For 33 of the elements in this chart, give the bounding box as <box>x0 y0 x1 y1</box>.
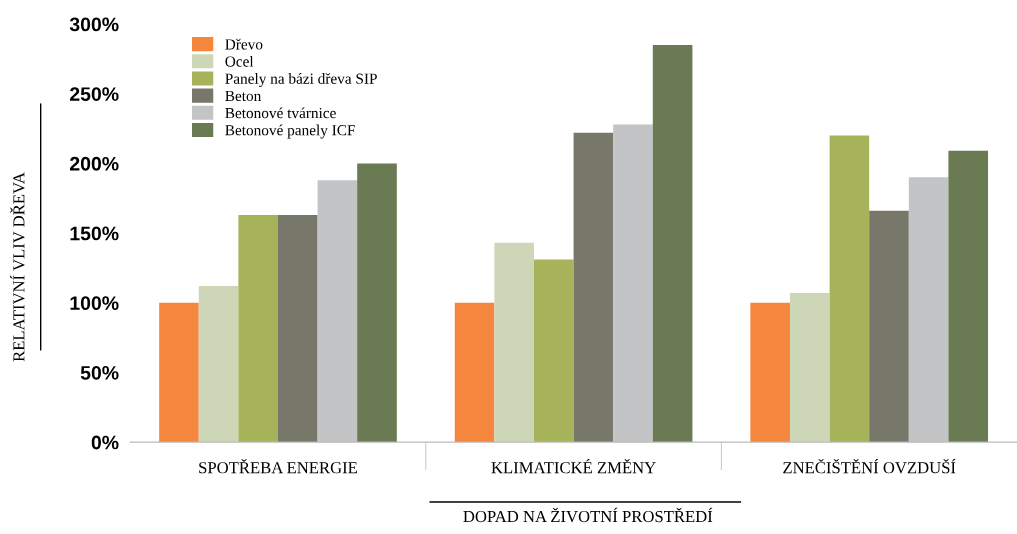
x-axis-title: DOPAD NA ŽIVOTNÍ PROSTŘEDÍ <box>463 507 713 523</box>
y-tick-label: 200% <box>70 156 119 171</box>
bar <box>829 135 870 443</box>
bar <box>277 214 318 443</box>
y-tick-label: 50% <box>80 365 119 380</box>
bar <box>652 44 693 443</box>
bar <box>869 210 909 443</box>
x-tick-label: KLIMATICKÉ ZMĚNY <box>491 458 656 474</box>
y-tick-label: 150% <box>70 226 119 241</box>
bar <box>357 163 397 443</box>
legend-label: Panely na bázi dřeva SIP <box>225 73 377 87</box>
x-tick-label: ZNEČIŠTĚNÍ OVZDUŠÍ <box>783 458 956 474</box>
legend-label: Betonové tvárnice <box>225 107 336 119</box>
bar <box>750 302 790 443</box>
legend-label: Dřevo <box>225 38 263 50</box>
bar <box>238 214 278 443</box>
y-tick-label: 100% <box>70 296 119 311</box>
x-tick-label: SPOTŘEBA ENERGIE <box>199 458 358 474</box>
legend-label: Betonové panely ICF <box>225 124 355 139</box>
y-tick-label: 0% <box>91 435 119 450</box>
bar <box>198 286 239 443</box>
bar <box>454 302 495 443</box>
y-axis-title: RELATIVNÍ VLIV DŘEVA <box>10 172 25 362</box>
bar <box>573 132 614 443</box>
bar <box>159 302 199 443</box>
bar <box>494 242 534 443</box>
legend-label: Beton <box>225 90 262 102</box>
y-tick-label: 250% <box>70 87 119 101</box>
bar <box>948 150 989 443</box>
bar <box>789 293 830 443</box>
y-tick-label: 300% <box>69 17 119 32</box>
bar <box>533 259 574 443</box>
legend-label: Ocel <box>225 55 254 67</box>
